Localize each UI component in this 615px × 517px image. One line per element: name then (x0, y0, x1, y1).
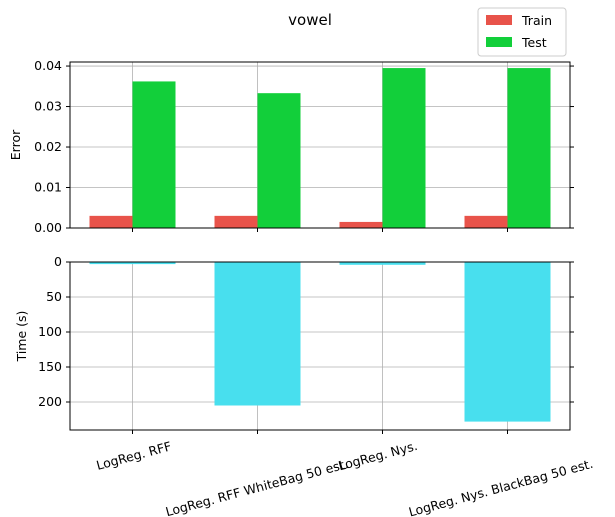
error-bar-test (132, 81, 176, 228)
error-bar-train (339, 221, 383, 228)
legend: Train Test (477, 7, 567, 57)
category-label: LogReg. Nys. BlackBag 50 est. (407, 456, 595, 517)
time-ytick-label: 200 (38, 394, 62, 409)
time-bar (214, 262, 301, 406)
time-axes-frame (69, 261, 571, 431)
time-ytick-label: 0 (54, 254, 62, 269)
error-bar-train (89, 215, 133, 228)
error-bar-test (382, 68, 426, 228)
time-ylabel: Time (s) (14, 311, 29, 363)
category-label: LogReg. Nys. (337, 438, 419, 474)
error-bar-train (214, 215, 258, 228)
legend-swatch (486, 37, 512, 47)
category-label: LogReg. RFF (95, 438, 173, 472)
error-ylabel: Error (8, 129, 23, 160)
error-ytick-label: 0.01 (34, 180, 62, 195)
error-ytick-label: 0.03 (34, 99, 62, 114)
error-chart: 0.00 0.01 0.02 0.03 0.04 Error (8, 58, 574, 235)
legend-label: Train (521, 13, 552, 28)
error-axes-frame (69, 61, 571, 229)
error-bar-train (464, 215, 508, 228)
error-ytick-label: 0.04 (34, 58, 62, 73)
category-label: LogReg. RFF WhiteBag 50 est. (164, 456, 350, 517)
time-ytick-label: 100 (38, 324, 62, 339)
legend-swatch (486, 15, 512, 25)
legend-label: Test (521, 35, 547, 50)
chart-title: vowel (288, 11, 332, 29)
time-bar (464, 262, 551, 422)
time-bar (89, 262, 176, 265)
time-bar (339, 262, 426, 265)
error-ytick-label: 0.02 (34, 139, 62, 154)
error-ytick-label: 0.00 (34, 220, 62, 235)
error-bar-test (257, 93, 301, 228)
error-bar-test (507, 68, 551, 228)
time-ytick-label: 150 (38, 359, 62, 374)
time-ytick-label: 50 (46, 289, 62, 304)
